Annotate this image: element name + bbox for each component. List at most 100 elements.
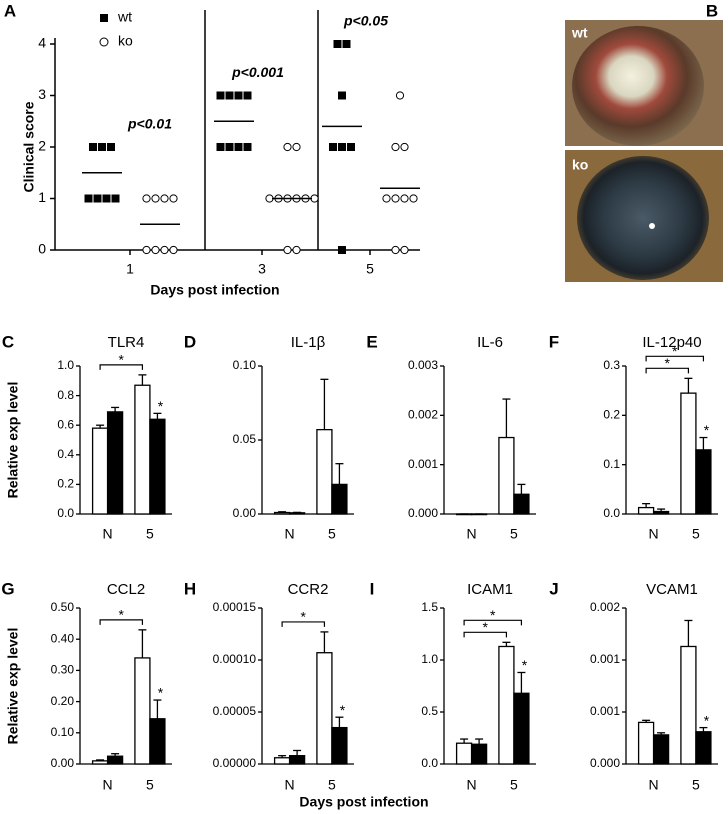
legend-label: ko — [118, 33, 133, 49]
bar — [91, 427, 109, 515]
y-tick-label: 0.4 — [57, 447, 74, 461]
y-tick-label: 1 — [38, 189, 46, 205]
legend-marker — [99, 37, 109, 47]
x-tick-label: 5 — [692, 526, 700, 542]
point — [93, 194, 102, 203]
eye-wt — [572, 26, 704, 146]
y-tick-label: 0.10 — [233, 358, 257, 372]
bar — [273, 757, 291, 765]
y-tick-label: 0.8 — [57, 388, 74, 402]
point — [169, 194, 178, 203]
y-tick-label: 0.30 — [51, 663, 75, 677]
y-tick-label: 0.0 — [421, 756, 438, 770]
y-tick-label: 3 — [38, 86, 46, 102]
bar — [680, 392, 697, 515]
panel-title: IL-12p40 — [642, 334, 701, 351]
panel-title: IL-6 — [477, 334, 503, 351]
point — [98, 143, 106, 151]
significance-star: * — [522, 657, 528, 673]
bar — [695, 449, 712, 515]
panel-title: VCAM1 — [646, 581, 698, 598]
bar — [455, 513, 473, 516]
bar — [470, 743, 488, 765]
y-axis-label: Relative exp level — [5, 382, 21, 499]
panel-letter: F — [549, 332, 559, 351]
bar — [91, 760, 109, 765]
point — [216, 143, 225, 151]
panel-letter: E — [366, 332, 377, 351]
bracket — [463, 631, 508, 638]
bar — [652, 510, 670, 515]
point — [338, 91, 346, 100]
photo-label: wt — [571, 25, 588, 41]
point — [333, 40, 342, 48]
eye-ko — [577, 156, 709, 280]
y-tick-label: 1.5 — [421, 600, 438, 614]
y-tick-label: 0.20 — [51, 694, 75, 708]
bar — [288, 512, 306, 515]
bracket-label: * — [665, 355, 671, 371]
bracket — [463, 619, 523, 626]
bar — [273, 511, 291, 515]
photo-panel: B wt ko — [565, 1, 723, 282]
y-tick-label: 0.10 — [51, 725, 75, 739]
bar — [331, 726, 348, 765]
point — [160, 194, 169, 203]
bar — [637, 721, 655, 765]
y-tick-label: 0.2 — [603, 408, 620, 422]
panel-title: CCL2 — [107, 581, 145, 598]
point — [102, 194, 111, 203]
legend-label: wt — [117, 9, 132, 25]
y-tick-label: 0.000 — [590, 756, 620, 770]
bar — [134, 384, 151, 515]
panel-letter: I — [370, 579, 375, 598]
y-tick-label: 0.1 — [603, 457, 620, 471]
bar — [470, 513, 488, 516]
panel-title: IL-1β — [291, 334, 326, 351]
bracket-label: * — [301, 609, 307, 625]
y-tick-label: 0.0 — [603, 506, 620, 520]
photo-label: ko — [572, 157, 588, 173]
p-value: p<0.01 — [127, 116, 172, 132]
x-tick-label: 5 — [146, 526, 154, 542]
point — [400, 142, 409, 152]
bar — [134, 657, 151, 765]
point — [292, 245, 301, 255]
panel-title: TLR4 — [108, 334, 145, 351]
bar — [288, 755, 306, 765]
bar — [149, 418, 166, 515]
y-tick-label: 2 — [38, 138, 46, 154]
eye-reflex — [649, 223, 655, 229]
bar — [106, 411, 124, 515]
point — [283, 245, 292, 255]
bar — [652, 734, 670, 765]
x-tick-label: 3 — [258, 261, 266, 277]
y-tick-label: 0.3 — [603, 358, 620, 372]
point — [89, 143, 97, 151]
y-tick-label: 0.000 — [408, 506, 438, 520]
panel-letter: G — [1, 579, 14, 598]
y-tick-label: 0.05 — [233, 432, 257, 446]
point — [107, 143, 115, 151]
y-tick-label: 0.002 — [408, 408, 438, 422]
point — [400, 194, 409, 203]
point — [151, 194, 160, 203]
point — [243, 91, 252, 100]
y-tick-label: 0 — [38, 241, 46, 257]
bar — [331, 483, 348, 515]
panel-letter: J — [549, 579, 558, 598]
y-tick-label: 0.00010 — [213, 652, 257, 666]
y-tick-label: 0.6 — [57, 417, 74, 431]
x-tick-label: 5 — [692, 777, 700, 793]
bracket — [99, 364, 144, 370]
point — [338, 246, 346, 254]
point — [243, 143, 252, 151]
y-axis-label: Clinical score — [21, 101, 37, 192]
x-tick-label: N — [285, 777, 295, 793]
bar — [513, 493, 530, 515]
bracket-label: * — [490, 607, 496, 623]
y-tick-label: 4 — [38, 35, 46, 51]
bracket — [99, 619, 144, 625]
x-tick-label: N — [649, 526, 659, 542]
